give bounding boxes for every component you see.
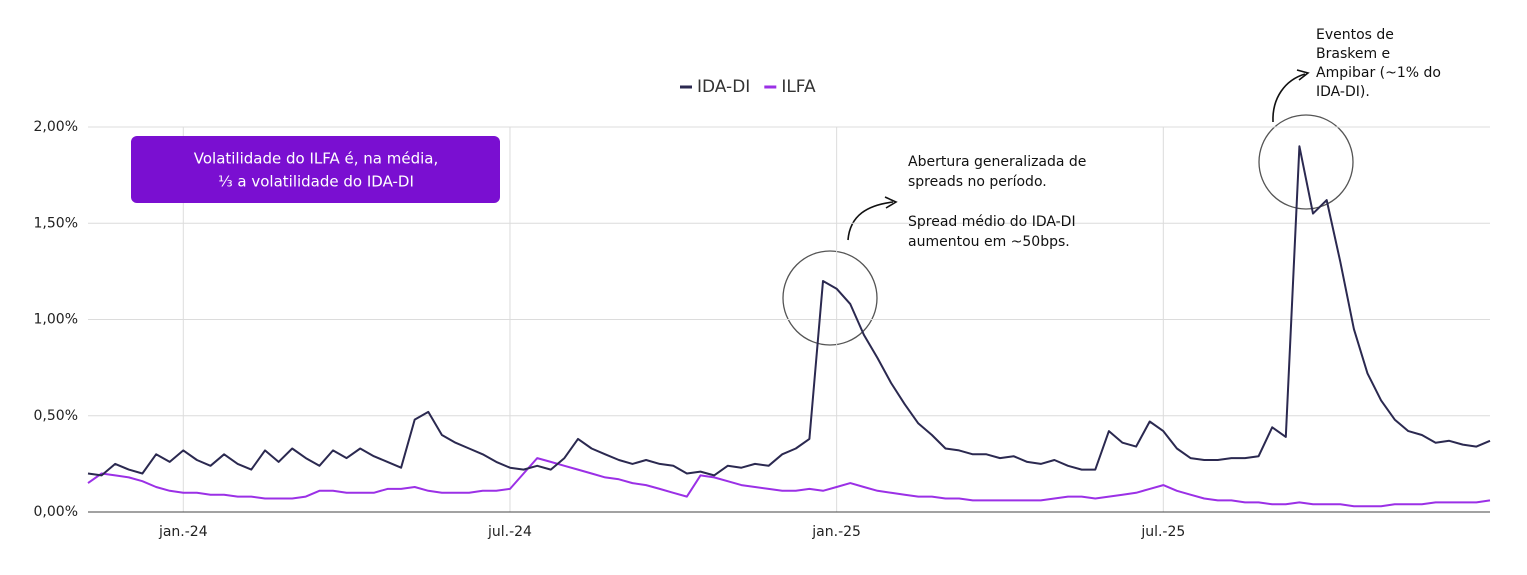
arrow [1272,73,1306,123]
y-tick-label: 0,50% [34,408,78,424]
y-tick-label: 1,00% [34,312,78,328]
callout-box [131,136,500,203]
data-line [87,145,1491,477]
y-tick-label: 1,50% [34,215,78,231]
annotation-text: aumentou em ~50bps. [908,234,1070,250]
callout-text: ⅓ a volatilidade do IDA-DI [218,173,414,191]
highlight-circle [782,250,878,346]
callout-text: Volatilidade do ILFA é, na média, [194,150,439,168]
annotation-text: Braskem e [1316,46,1390,62]
annotation-text: Ampibar (~1% do [1316,65,1441,81]
x-tick-label: jul.-24 [487,524,532,540]
x-tick-label: jan.-25 [811,524,861,540]
arrow [847,201,894,241]
annotation-text: spreads no período. [908,174,1047,190]
arrow-head [1296,69,1310,81]
legend-label: ILFA [781,77,816,97]
annotation-text: Spread médio do IDA-DI [908,214,1076,230]
annotation-text: IDA-DI). [1316,84,1370,100]
annotation-text: Abertura generalizada de [908,154,1086,170]
data-line [87,457,1491,508]
annotation-text: Eventos de [1316,27,1394,43]
legend-label: IDA-DI [697,77,750,97]
x-tick-label: jan.-24 [158,524,208,540]
arrow-head [884,196,898,209]
x-tick-label: jul.-25 [1140,524,1185,540]
y-tick-label: 0,00% [34,504,78,520]
highlight-circle [1258,114,1354,210]
y-tick-label: 2,00% [34,119,78,135]
